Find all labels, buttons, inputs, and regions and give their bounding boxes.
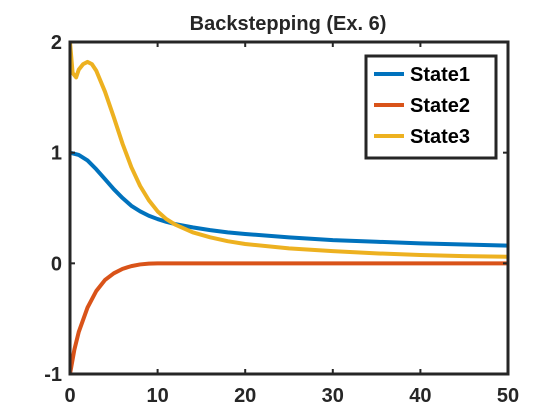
legend-label-state2: State2 [410,95,470,117]
legend: State1 State2 State3 [364,54,498,160]
series-line-state1 [70,150,508,248]
y-tick-label: 2 [51,32,62,54]
x-tick-label: 20 [234,385,256,407]
series-layer [70,42,508,374]
y-tick-label: -1 [44,364,62,386]
y-tick-label: 0 [51,253,62,275]
x-tick-label: 50 [497,385,519,407]
chart-title: Backstepping (Ex. 6) [190,13,387,35]
x-tick-label: 30 [322,385,344,407]
y-axis-ticks: -1 0 1 2 [44,32,508,386]
legend-label-state1: State1 [410,64,470,86]
plot-frame [68,40,510,376]
x-tick-label: 40 [409,385,431,407]
series-line-state3 [70,42,508,259]
x-tick-label: 0 [64,385,75,407]
y-tick-label: 1 [51,143,62,165]
x-axis-ticks: 0 10 20 30 40 50 [64,42,519,407]
series-line-state2 [70,261,508,374]
x-tick-label: 10 [146,385,168,407]
legend-label-state3: State3 [410,126,470,148]
